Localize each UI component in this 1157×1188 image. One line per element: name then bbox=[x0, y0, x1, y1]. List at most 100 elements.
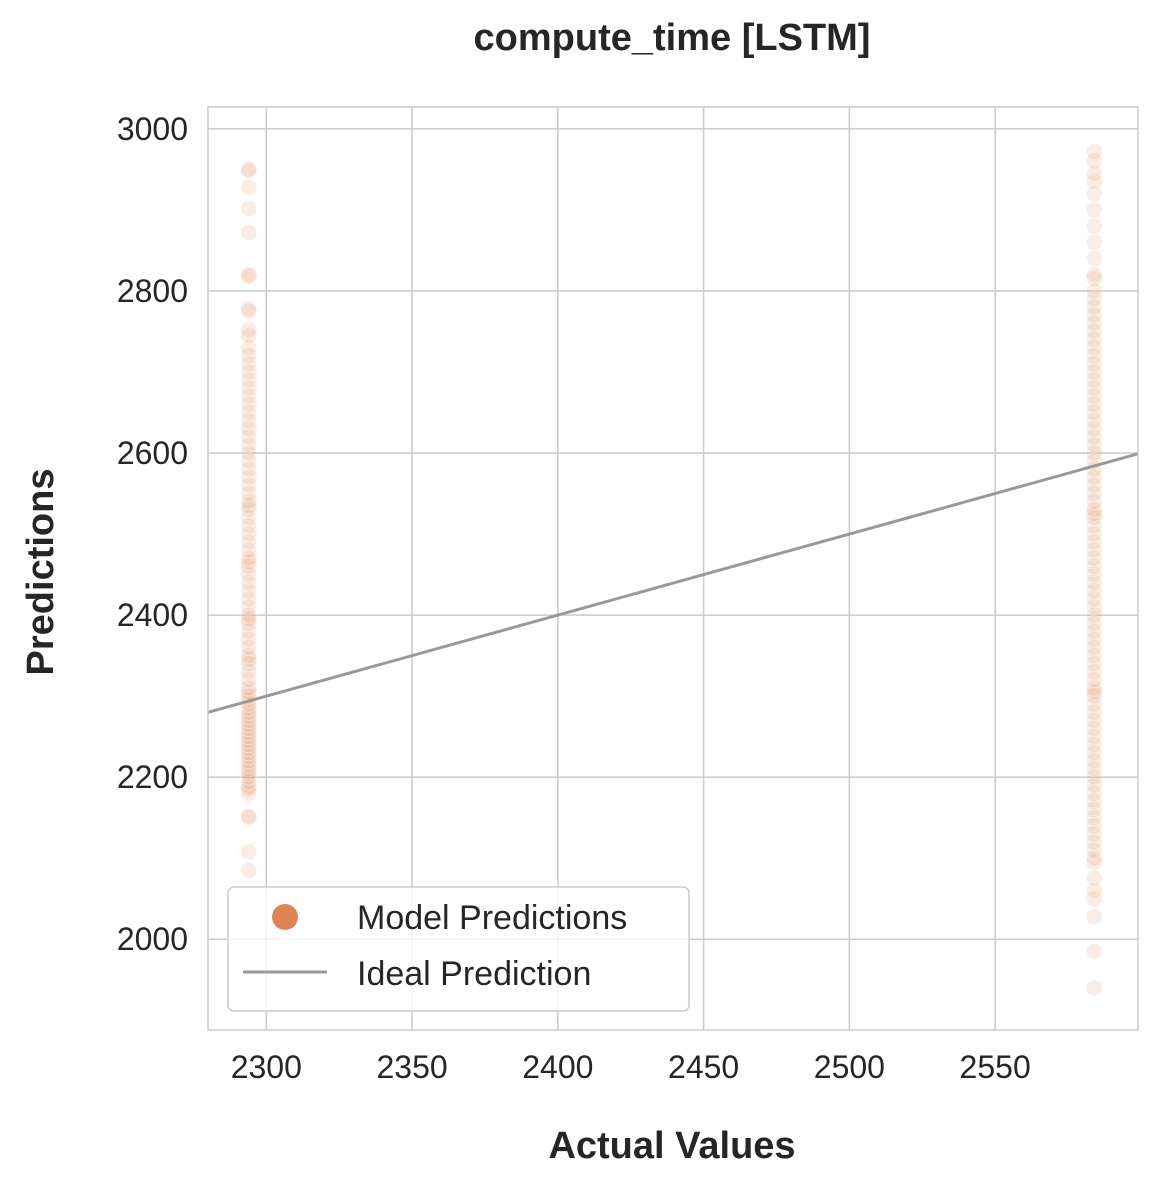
data-point bbox=[1085, 890, 1103, 908]
data-point bbox=[1085, 290, 1103, 308]
data-point bbox=[240, 679, 258, 697]
data-point bbox=[240, 703, 258, 721]
data-point bbox=[1085, 841, 1103, 859]
data-point bbox=[240, 541, 258, 559]
data-point bbox=[1085, 185, 1103, 203]
data-point bbox=[1085, 379, 1103, 397]
data-point bbox=[240, 452, 258, 470]
data-point bbox=[240, 371, 258, 389]
data-point bbox=[1085, 493, 1103, 511]
data-point bbox=[1085, 250, 1103, 267]
data-point bbox=[240, 355, 258, 373]
x-tick-labels: 2300 2350 2400 2450 2500 2550 bbox=[231, 1049, 1031, 1085]
legend: Model Predictions Ideal Prediction bbox=[227, 886, 690, 1012]
data-point bbox=[240, 379, 258, 397]
data-point bbox=[1085, 282, 1103, 300]
data-point bbox=[1085, 420, 1103, 438]
y-tick-label: 2800 bbox=[117, 273, 188, 309]
data-point bbox=[1085, 793, 1103, 810]
data-point bbox=[1085, 639, 1103, 656]
data-point bbox=[1085, 853, 1103, 871]
data-point bbox=[240, 460, 258, 478]
data-point bbox=[240, 468, 258, 486]
data-point bbox=[1085, 509, 1103, 527]
data-point bbox=[240, 843, 258, 861]
data-point bbox=[1085, 776, 1103, 794]
data-point bbox=[240, 420, 258, 438]
data-point bbox=[240, 736, 258, 754]
data-point bbox=[1085, 809, 1103, 827]
data-point bbox=[240, 720, 258, 737]
data-point bbox=[240, 404, 258, 421]
data-point bbox=[1085, 655, 1103, 673]
y-gridlines bbox=[208, 128, 1138, 940]
data-point bbox=[240, 302, 258, 320]
data-point bbox=[240, 444, 258, 462]
x-gridlines bbox=[265, 107, 996, 1030]
data-point bbox=[1085, 371, 1103, 389]
data-point bbox=[240, 610, 258, 628]
data-point bbox=[1085, 549, 1103, 567]
data-point bbox=[240, 724, 258, 741]
data-point bbox=[1085, 501, 1103, 519]
data-point bbox=[240, 525, 258, 543]
data-point bbox=[1085, 671, 1103, 689]
data-point bbox=[1085, 870, 1103, 887]
data-point bbox=[240, 760, 258, 778]
data-point bbox=[1085, 566, 1103, 583]
x-tick-label: 2350 bbox=[376, 1049, 447, 1085]
data-point bbox=[240, 716, 258, 733]
data-point bbox=[240, 582, 258, 600]
data-point bbox=[1085, 468, 1103, 486]
x-tick-label: 2400 bbox=[522, 1049, 593, 1085]
x-tick-label: 2450 bbox=[668, 1049, 739, 1085]
data-point bbox=[1085, 728, 1103, 746]
data-point bbox=[1085, 736, 1103, 754]
data-point bbox=[240, 339, 258, 357]
data-point bbox=[1085, 760, 1103, 778]
data-point bbox=[240, 809, 258, 827]
data-point bbox=[240, 707, 258, 725]
data-point bbox=[240, 756, 258, 774]
data-point bbox=[1085, 582, 1103, 600]
plot-frame bbox=[207, 106, 1139, 1031]
data-point bbox=[240, 178, 258, 196]
data-point bbox=[1085, 598, 1103, 616]
data-point bbox=[1085, 817, 1103, 835]
data-point bbox=[240, 712, 258, 729]
data-point bbox=[1085, 590, 1103, 608]
y-tick-label: 2200 bbox=[117, 759, 188, 795]
data-point bbox=[1085, 444, 1103, 462]
data-point bbox=[1085, 363, 1103, 381]
y-tick-label: 2400 bbox=[117, 597, 188, 633]
data-point bbox=[1085, 622, 1103, 640]
x-tick-label: 2550 bbox=[960, 1049, 1031, 1085]
data-point bbox=[1085, 768, 1103, 786]
data-point bbox=[1085, 517, 1103, 535]
data-point bbox=[240, 436, 258, 454]
data-point bbox=[240, 740, 258, 758]
data-point bbox=[1085, 143, 1103, 160]
data-point bbox=[240, 554, 258, 571]
legend-box bbox=[227, 886, 690, 1012]
y-axis-label: Predictions bbox=[20, 469, 62, 676]
data-point bbox=[1085, 485, 1103, 502]
data-point bbox=[240, 347, 258, 365]
data-point bbox=[240, 327, 258, 344]
data-point bbox=[1085, 606, 1103, 624]
data-point bbox=[240, 778, 258, 796]
legend-label-model-predictions: Model Predictions bbox=[357, 899, 627, 937]
data-point bbox=[240, 647, 258, 665]
data-point bbox=[240, 428, 258, 446]
scatter-points bbox=[240, 143, 1103, 997]
data-point bbox=[1085, 233, 1103, 251]
data-point bbox=[1085, 683, 1103, 701]
x-tick-label: 2300 bbox=[231, 1049, 302, 1085]
data-point bbox=[240, 321, 258, 339]
data-point bbox=[1085, 631, 1103, 648]
data-point bbox=[1085, 152, 1103, 170]
data-point bbox=[240, 772, 258, 790]
data-point bbox=[240, 266, 258, 284]
data-point bbox=[1085, 165, 1103, 182]
